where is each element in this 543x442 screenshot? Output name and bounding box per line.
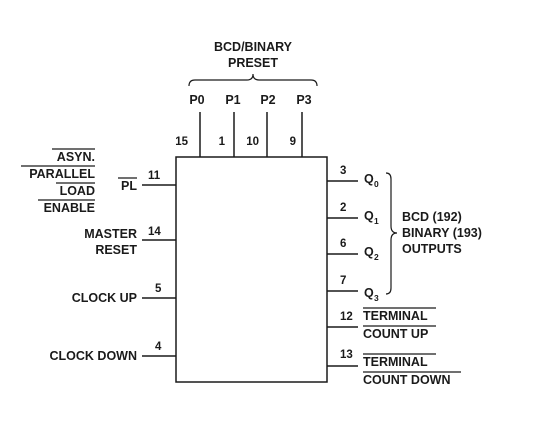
q-letter: Q (364, 245, 374, 259)
master-reset-line1: MASTER (84, 227, 137, 241)
outputs-group-line1: BCD (192) (402, 210, 462, 224)
clock-up-pin-number: 5 (155, 283, 162, 295)
preset-pin-number: 10 (246, 136, 259, 148)
input-clock-down: CLOCK DOWN 4 (50, 341, 176, 363)
preset-group-line2: PRESET (228, 56, 278, 70)
outputs-brace (385, 172, 398, 295)
preset-pin-number: 9 (290, 136, 296, 148)
outputs-group-line3: OUTPUTS (402, 242, 462, 256)
output-q1: 2 Q 1 (327, 202, 379, 226)
q-letter: Q (364, 172, 374, 186)
preset-pin-p3: P3 9 (290, 93, 312, 157)
preset-brace (188, 73, 318, 87)
input-pl: ASYN. PARALLEL LOAD ENABLE PL 11 (21, 148, 176, 215)
pl-desc-line2: PARALLEL (29, 167, 95, 181)
clock-up-label: CLOCK UP (72, 291, 137, 305)
q-letter: Q (364, 209, 374, 223)
tcd-line2: COUNT DOWN (363, 373, 451, 387)
preset-pin-p1: P1 1 (219, 93, 241, 157)
clock-down-pin-number: 4 (155, 341, 162, 353)
output-q2: 6 Q 2 (327, 238, 379, 262)
q-subscript: 2 (374, 252, 379, 262)
tcd-pin-number: 13 (340, 349, 353, 361)
preset-pin-number: 1 (219, 136, 226, 148)
preset-pin-name: P1 (225, 93, 240, 107)
outputs-group-line2: BINARY (193) (402, 226, 482, 240)
tcu-pin-number: 12 (340, 311, 353, 323)
output-q0: 3 Q 0 (327, 165, 379, 189)
q-subscript: 0 (374, 179, 379, 189)
preset-pin-number: 15 (175, 136, 188, 148)
output-terminal-count-down: 13 TERMINAL COUNT DOWN (327, 349, 461, 387)
output-q3: 7 Q 3 (327, 275, 379, 303)
preset-group-line1: BCD/BINARY (214, 40, 293, 54)
clock-down-label: CLOCK DOWN (50, 349, 138, 363)
pl-desc-line4: ENABLE (44, 201, 95, 215)
q-letter: Q (364, 286, 374, 300)
pl-desc-line3: LOAD (60, 184, 95, 198)
input-master-reset: MASTER RESET 14 (84, 226, 176, 257)
master-reset-line2: RESET (95, 243, 137, 257)
pl-pin-number: 11 (148, 170, 161, 182)
master-reset-pin-number: 14 (148, 226, 161, 238)
preset-pin-p2: P2 10 (246, 93, 276, 157)
preset-pin-p0: P0 15 (175, 93, 205, 157)
pl-desc-line1: ASYN. (57, 150, 95, 164)
tcu-line2: COUNT UP (363, 327, 428, 341)
q-subscript: 1 (374, 216, 379, 226)
input-clock-up: CLOCK UP 5 (72, 283, 176, 305)
tcu-line1: TERMINAL (363, 309, 428, 323)
chip-body (175, 156, 328, 383)
preset-pin-name: P0 (189, 93, 204, 107)
tcd-line1: TERMINAL (363, 355, 428, 369)
output-terminal-count-up: 12 TERMINAL COUNT UP (327, 307, 436, 341)
q-pin-number: 6 (340, 238, 346, 250)
pl-name: PL (121, 179, 137, 193)
q-pin-number: 3 (340, 165, 346, 177)
q-subscript: 3 (374, 293, 379, 303)
q-pin-number: 7 (340, 275, 346, 287)
preset-pin-name: P3 (296, 93, 311, 107)
q-pin-number: 2 (340, 202, 346, 214)
preset-pin-name: P2 (260, 93, 275, 107)
